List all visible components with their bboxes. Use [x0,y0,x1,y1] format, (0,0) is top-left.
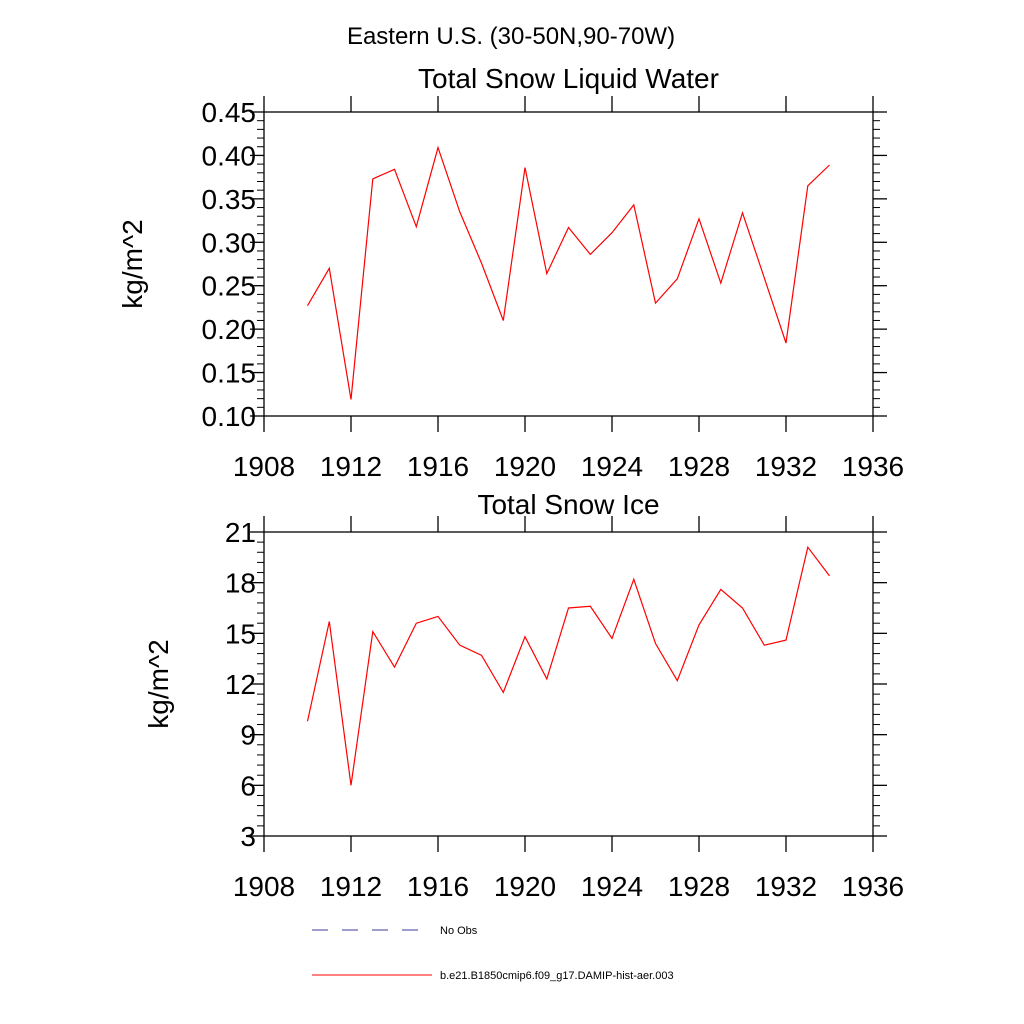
y-axis-label: kg/m^2 [117,219,148,308]
chart-panel-snow-ice: Total Snow Ice kg/m^2 1908 1912 1916 1920 1924… [143,489,904,902]
series-line [306,145,830,400]
y-tick-label: 6 [240,770,256,801]
legend-label-no-obs: No Obs [440,925,478,937]
x-tick-label: 1916 [407,451,469,482]
y-tick-label: 0.40 [202,140,257,171]
chart-panel-snow-liquid-water: Total Snow Liquid Water kg/m^2 1908 1912 191… [117,63,904,482]
y-tick-label: 0.35 [202,184,257,215]
series-line [306,545,830,786]
x-tick-label: 1928 [668,871,730,902]
y-tick-label: 0.30 [202,227,257,258]
legend-label-model: b.e21.B1850cmip6.f09_g17.DAMIP-hist-aer.… [440,970,674,982]
plot-frame [263,111,874,417]
x-tick-label: 1920 [494,451,556,482]
y-tick-label: 15 [225,618,256,649]
x-tick-label: 1924 [581,451,643,482]
x-tick-label: 1908 [233,451,295,482]
x-tick-label: 1932 [755,451,817,482]
x-tick-label: 1912 [320,451,382,482]
y-tick-label: 12 [225,669,256,700]
plot-frame [263,531,874,837]
y-tick-label: 3 [240,821,256,852]
chart-title: Total Snow Ice [477,489,659,520]
chart-title: Total Snow Liquid Water [418,63,719,94]
y-axis-label: kg/m^2 [143,639,174,728]
x-tick-label: 1936 [842,451,904,482]
y-tick-label: 0.15 [202,358,257,389]
legend: No Obs b.e21.B1850cmip6.f09_g17.DAMIP-hi… [312,925,674,982]
figure-title: Eastern U.S. (30-50N,90-70W) [347,23,675,50]
y-tick-label: 0.10 [202,401,257,432]
y-tick-label: 18 [225,568,256,599]
x-tick-label: 1928 [668,451,730,482]
y-tick-label: 0.25 [202,271,257,302]
y-tick-label: 9 [240,720,256,751]
y-tick-label: 21 [225,517,256,548]
x-tick-label: 1936 [842,871,904,902]
x-tick-label: 1912 [320,871,382,902]
x-tick-label: 1932 [755,871,817,902]
y-tick-label: 0.45 [202,97,257,128]
x-tick-label: 1908 [233,871,295,902]
y-tick-label: 0.20 [202,314,257,345]
x-tick-label: 1924 [581,871,643,902]
x-tick-label: 1916 [407,871,469,902]
x-tick-label: 1920 [494,871,556,902]
